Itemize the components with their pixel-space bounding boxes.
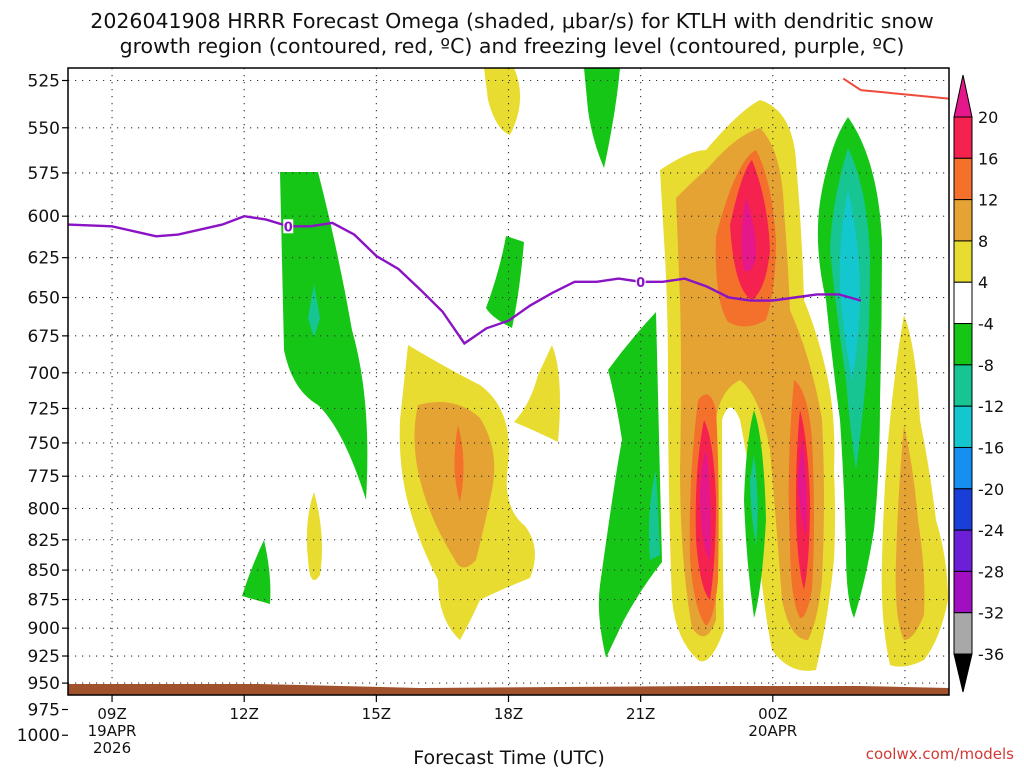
omega-negative-area [486, 236, 524, 328]
y-tick-label: 925 [28, 647, 60, 667]
y-tick-label: 575 [28, 164, 60, 184]
colorbar-tick-label: -36 [978, 645, 1004, 664]
freezing-level-label: 0 [284, 220, 293, 235]
colorbar-band [953, 281, 973, 325]
x-tick-label: 21Z [626, 705, 655, 723]
y-tick-label: 775 [28, 467, 60, 487]
x-tick-label: 09Z [97, 705, 126, 723]
y-axis: 525 550 575 600 625 650 675 700 725 750 775 800 825 8… [17, 72, 68, 746]
y-tick-label: 825 [28, 531, 60, 551]
omega-positive-core [700, 450, 711, 560]
colorbar-tick-label: -16 [978, 438, 1004, 457]
colorbar-band [953, 612, 973, 655]
omega-negative-core [648, 470, 660, 560]
omega-negative-area [598, 312, 662, 658]
dendritic-growth-contour [842, 77, 949, 100]
y-tick-label: 525 [28, 72, 60, 92]
colorbar-band [953, 529, 973, 572]
omega-positive-area [306, 492, 322, 580]
y-tick-label: 550 [28, 119, 60, 139]
y-tick-label: 800 [28, 499, 60, 519]
chart-title-line-2: growth region (contoured, red, ºC) and f… [120, 34, 905, 58]
plot-area: 00 [68, 68, 949, 695]
colorbar-band [953, 157, 973, 201]
freezing-level-contour [68, 214, 862, 346]
colorbar-tick-label: 16 [978, 149, 998, 168]
y-tick-label: 750 [28, 434, 60, 454]
y-tick-label: 700 [28, 364, 60, 384]
colorbar-band [953, 570, 973, 614]
y-tick-label: 950 [28, 674, 60, 694]
colorbar-tick-label: -12 [978, 397, 1004, 416]
x-tick-label: 00Z [758, 705, 787, 723]
colorbar-band [953, 323, 973, 366]
x-tick-label: 12Z [230, 705, 259, 723]
chart-title-line-1: 2026041908 HRRR Forecast Omega (shaded, … [90, 9, 933, 33]
omega-positive-core [798, 440, 807, 535]
y-tick-label: 850 [28, 561, 60, 581]
colorbar-over-arrow [953, 74, 973, 118]
colorbar: 20 16 12 8 4 -4 -8 -12 -16 -20 -24 -28 -32 -36 [953, 74, 1004, 693]
colorbar-band [953, 364, 973, 407]
y-tick-label: 675 [28, 327, 60, 347]
y-tick-label: 650 [28, 289, 60, 309]
omega-positive-core [741, 198, 756, 272]
omega-negative-core [750, 455, 758, 545]
y-tick-label: 900 [28, 619, 60, 639]
freezing-level-label: 0 [636, 276, 645, 291]
x-tick-label: 15Z [362, 705, 391, 723]
omega-negative-area [584, 68, 620, 168]
freezing-label-bg [635, 274, 646, 289]
y-tick-label: 625 [28, 249, 60, 269]
y-tick-label: 875 [28, 591, 60, 611]
colorbar-band [953, 116, 973, 159]
colorbar-tick-label: 20 [978, 108, 998, 127]
colorbar-band [953, 488, 973, 531]
omega-positive-core [454, 425, 464, 502]
colorbar-tick-label: -32 [978, 604, 1004, 623]
colorbar-tick-label: -20 [978, 480, 1004, 499]
omega-negative-area [242, 540, 271, 604]
ground-surface [68, 684, 949, 695]
omega-positive-area [514, 345, 560, 442]
x-tick-label: 19APR [88, 722, 137, 740]
y-tick-label: 1000 [17, 726, 60, 746]
colorbar-band [953, 405, 973, 448]
credit-text: coolwx.com/models [866, 745, 1014, 763]
colorbar-under-arrow [953, 653, 973, 693]
colorbar-band [953, 240, 973, 283]
x-tick-label: 20APR [748, 722, 797, 740]
colorbar-band [953, 199, 973, 242]
x-tick-label: 2026 [93, 739, 131, 757]
colorbar-tick-label: -8 [978, 356, 994, 375]
colorbar-tick-label: 8 [978, 232, 988, 251]
y-tick-label: 725 [28, 399, 60, 419]
colorbar-tick-label: 12 [978, 191, 998, 210]
omega-shading [242, 68, 948, 671]
omega-negative-core [308, 284, 320, 338]
colorbar-tick-label: 4 [978, 273, 988, 292]
colorbar-band [953, 446, 973, 490]
y-tick-label: 975 [28, 701, 60, 721]
colorbar-tick-label: -24 [978, 521, 1004, 540]
x-axis-label: Forecast Time (UTC) [413, 747, 604, 768]
omega-positive-area [484, 68, 521, 135]
omega-positive-area [895, 425, 925, 640]
omega-negative-area [839, 190, 860, 380]
freezing-label-bg [283, 219, 294, 234]
colorbar-tick-label: -28 [978, 562, 1004, 581]
x-tick-label: 18Z [494, 705, 523, 723]
y-tick-label: 600 [28, 207, 60, 227]
colorbar-tick-label: -4 [978, 315, 994, 334]
omega-negative-area [280, 172, 368, 500]
